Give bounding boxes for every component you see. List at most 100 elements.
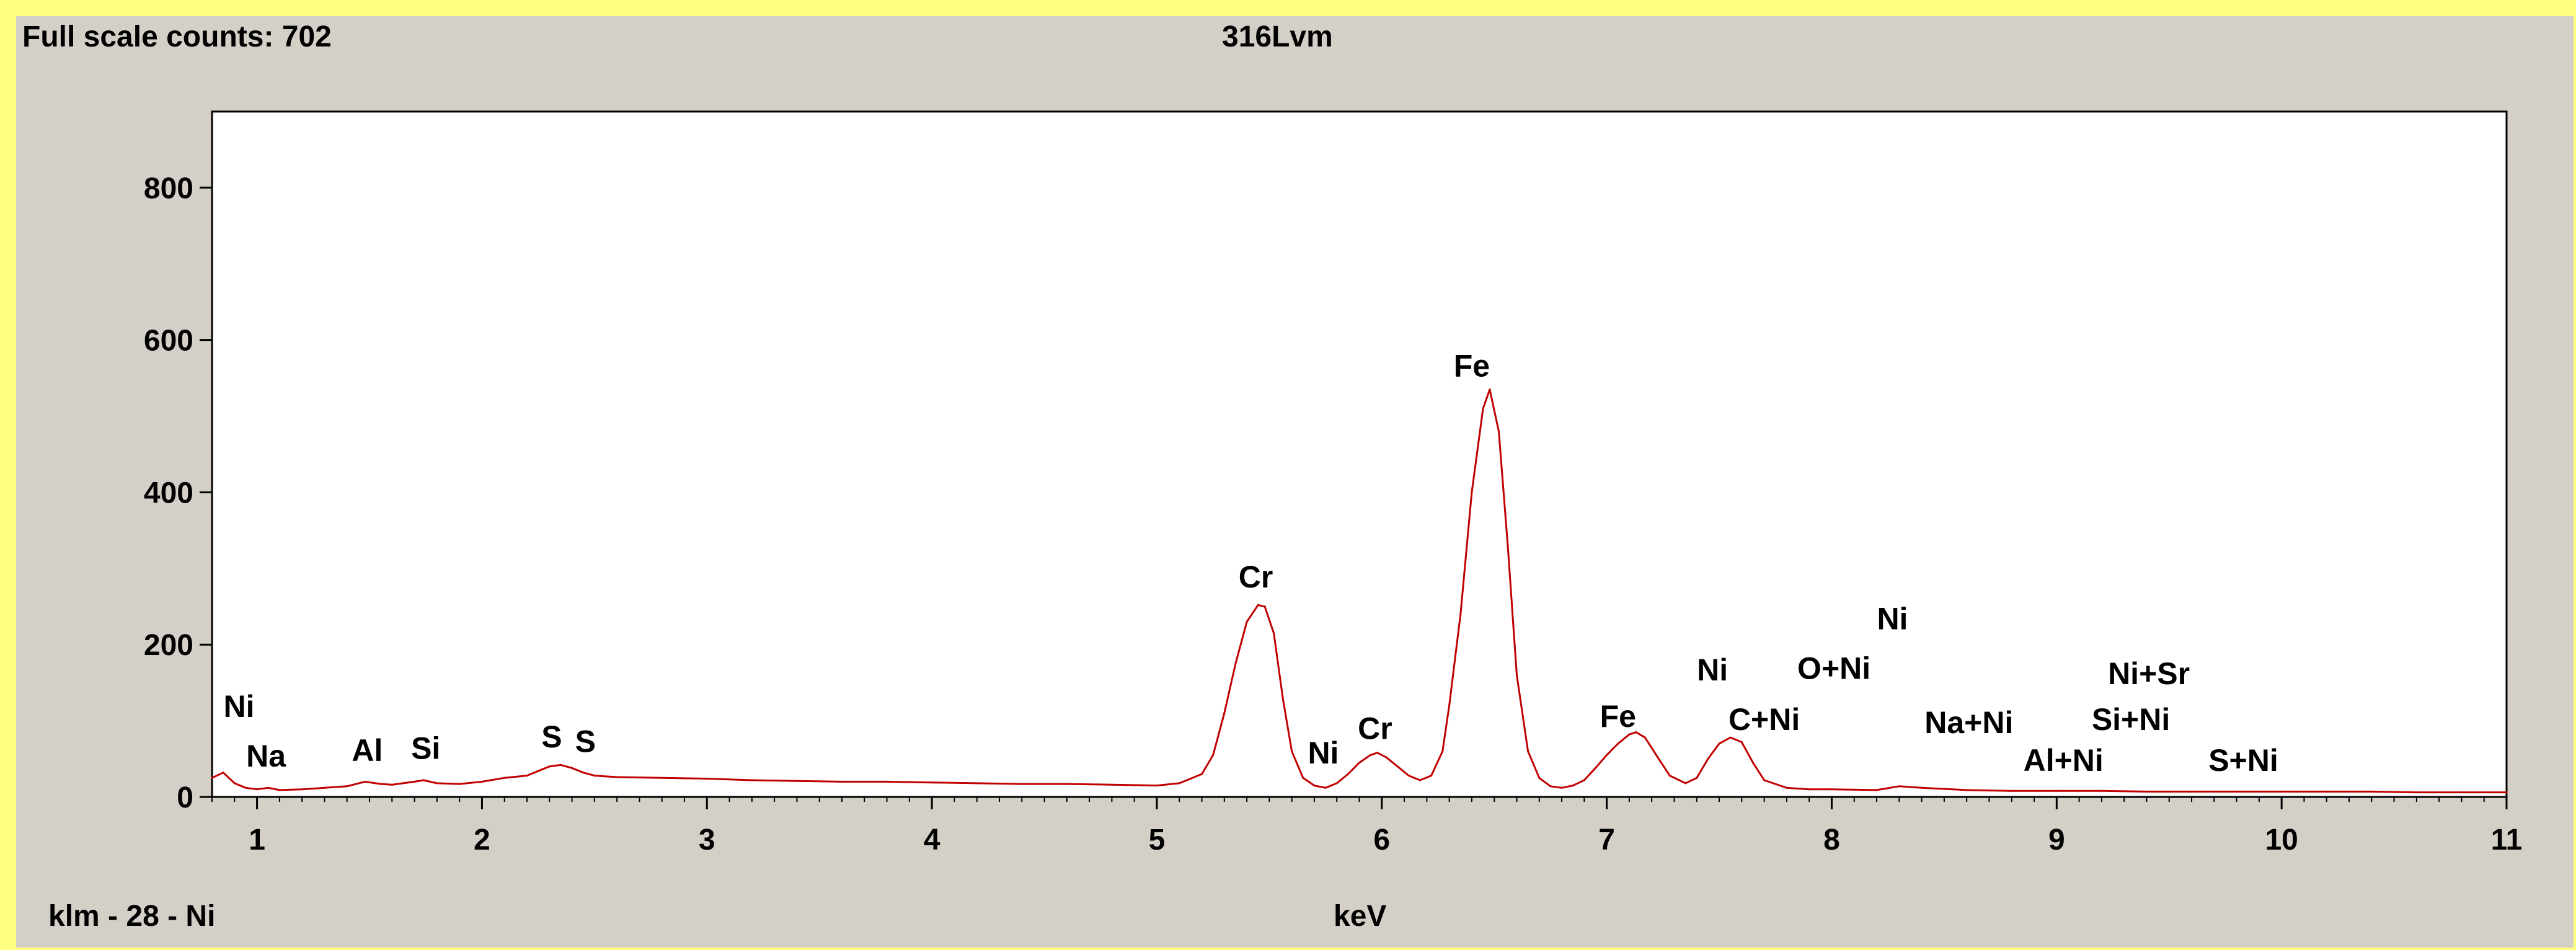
spectrum-point	[1808, 788, 1810, 791]
y-tick-label: 200	[144, 629, 193, 662]
y-tick-label: 0	[177, 781, 193, 814]
spectrum-point	[1430, 775, 1433, 777]
spectrum-point	[1668, 775, 1671, 777]
spectrum-point	[1246, 620, 1248, 623]
y-tick-label: 400	[144, 477, 193, 509]
spectrum-point	[267, 786, 270, 789]
spectrum-point	[2236, 790, 2238, 793]
spectrum-point	[379, 783, 382, 785]
spectrum-point	[1583, 779, 1585, 781]
spectrum-point	[1696, 776, 1698, 779]
spectrum-point	[1635, 731, 1637, 734]
spectrum-point	[1264, 605, 1266, 608]
spectrum-point	[1212, 754, 1215, 756]
spectrum-point	[458, 783, 461, 785]
spectrum-point	[1110, 783, 1113, 786]
spectrum-point	[706, 778, 708, 780]
spectrum-point	[2326, 790, 2328, 793]
spectrum-point	[1396, 765, 1399, 768]
spectrum-point	[1489, 389, 1491, 391]
spectrum-point	[2055, 789, 2058, 792]
spectrum-point	[1376, 752, 1379, 754]
peak-label: Al	[352, 733, 383, 768]
x-tick-label: 6	[1373, 824, 1390, 856]
spectrum-point	[616, 776, 618, 778]
spectrum-point	[2370, 790, 2373, 793]
axis-ticks: 1 2 3 4 5 6 7 8 9 10 11 0 200 400 600 800	[144, 172, 2522, 856]
sample-name: 316Lvm	[1222, 20, 1333, 53]
spectrum-point	[278, 789, 281, 791]
spectrum-point	[1527, 750, 1529, 752]
spectrum-point	[323, 786, 325, 789]
spectrum-point	[1684, 782, 1687, 785]
spectrum-point	[2415, 791, 2418, 794]
peak-label: Na+Ni	[1924, 705, 2013, 740]
spectrum-point	[1020, 783, 1023, 785]
spectrum-points	[211, 389, 2508, 794]
peak-label: Na	[246, 739, 286, 773]
spectrum-point	[422, 779, 425, 781]
spectrum-point	[526, 775, 528, 777]
spectrum-point	[976, 782, 978, 785]
x-tick-label: 4	[924, 824, 941, 856]
spectrum-point	[1729, 736, 1732, 739]
x-tick-label: 10	[2265, 824, 2298, 856]
spectrum-point	[1718, 742, 1720, 745]
spectrum-point	[480, 780, 483, 783]
spectrum-point	[1257, 604, 1259, 606]
spectrum-point	[391, 783, 393, 786]
peak-label: Cr	[1358, 711, 1392, 746]
x-tick-label: 9	[2048, 824, 2065, 856]
spectrum-point	[222, 772, 224, 774]
spectrum-point	[1201, 773, 1203, 775]
spectrum-point	[1606, 754, 1608, 756]
spectrum-point	[1538, 776, 1541, 779]
peak-label: S+Ni	[2208, 743, 2278, 778]
spectrum-point	[244, 786, 247, 789]
spectrum-point	[2190, 790, 2193, 793]
spectrum-point	[1471, 491, 1473, 493]
spectrum-point	[1419, 779, 1421, 781]
plot-area[interactable]	[211, 110, 2508, 798]
spectrum-point	[1617, 742, 1619, 745]
spectrum-point	[582, 772, 585, 774]
spectrum-point	[1740, 741, 1743, 744]
spectrum-point	[1507, 544, 1509, 547]
spectrum-point	[1441, 750, 1444, 752]
peak-label: Al+Ni	[2024, 743, 2104, 778]
full-scale-counts: Full scale counts: 702	[22, 20, 332, 53]
peak-label: Si	[411, 731, 440, 766]
spectrum-point	[1763, 779, 1766, 781]
spectrum-point	[661, 776, 663, 779]
spectrum-point	[233, 782, 236, 785]
spectrum-point	[537, 770, 539, 772]
spectrum-point	[1965, 789, 1968, 791]
spectrum-point	[2505, 791, 2508, 794]
spectrum-point	[886, 780, 888, 783]
peak-label: Cr	[1239, 560, 1273, 594]
spectrum-point	[1324, 786, 1327, 789]
spectrum-point	[1644, 736, 1646, 739]
spectrum-point	[1482, 407, 1484, 410]
spectrum-point	[346, 785, 348, 788]
peak-label: Fe	[1454, 349, 1490, 384]
peak-label: Ni	[224, 689, 255, 724]
spectrum-point	[1156, 785, 1158, 787]
peak-label: S	[575, 724, 596, 759]
spectrum-point	[436, 782, 438, 785]
spectrum-point	[1448, 705, 1451, 707]
spectrum-point	[1875, 789, 1878, 791]
spectrum-point	[503, 776, 506, 779]
spectrum-point	[931, 781, 933, 784]
spectrum-point	[1830, 788, 1833, 791]
peak-label: Ni	[1308, 736, 1339, 770]
spectrum-point	[1291, 750, 1293, 752]
spectrum-point	[1407, 775, 1410, 777]
x-tick-label: 5	[1149, 824, 1166, 856]
peak-label: S	[541, 719, 562, 754]
x-tick-label: 3	[699, 824, 715, 856]
spectrum-point	[1223, 712, 1226, 715]
y-tick-label: 600	[144, 325, 193, 358]
